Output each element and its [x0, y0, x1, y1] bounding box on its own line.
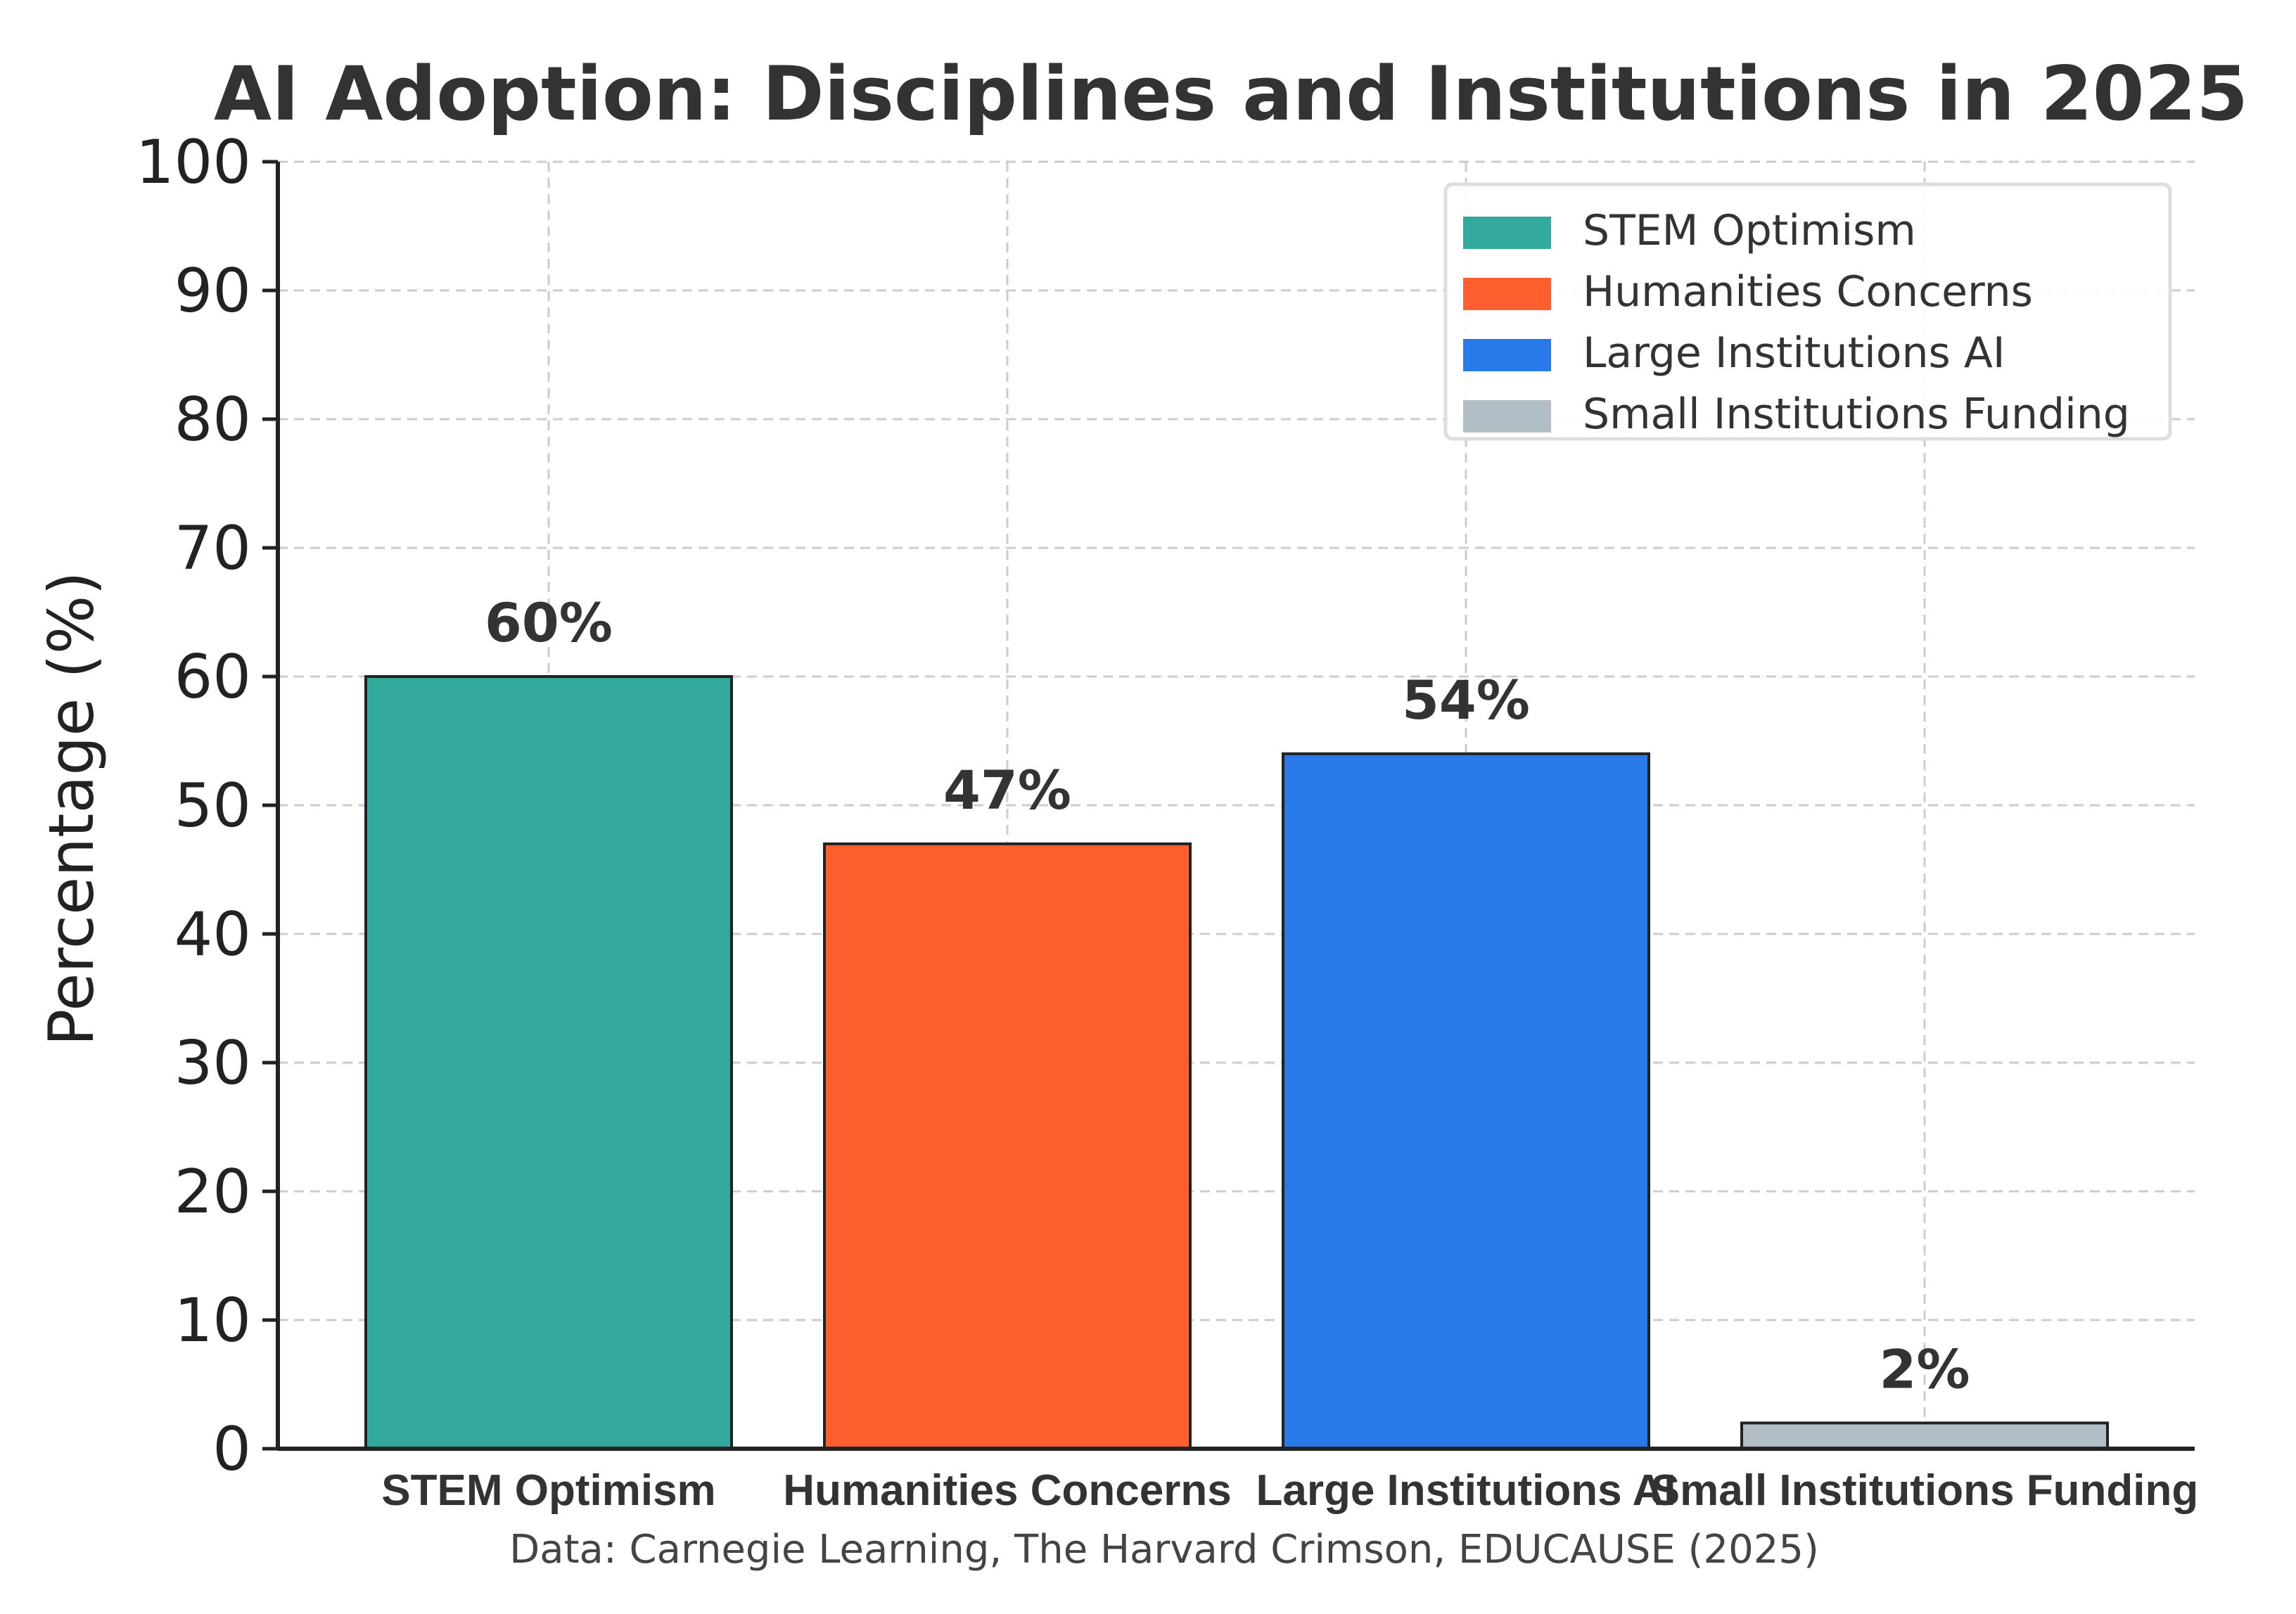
y-tick-label: 50 — [174, 771, 251, 841]
legend-swatch — [1463, 217, 1551, 249]
legend-label: Humanities Concerns — [1583, 267, 2033, 316]
bar — [1740, 1421, 2109, 1451]
legend: STEM Optimism Humanities Concerns Large In… — [1443, 182, 2172, 441]
legend-box — [1443, 182, 2172, 441]
bar — [1282, 752, 1650, 1451]
chart-title: AI Adoption: Disciplines and Institution… — [214, 51, 2248, 137]
legend-swatch — [1463, 400, 1551, 433]
source-note: Data: Carnegie Learning, The Harvard Cri… — [509, 1527, 1819, 1573]
y-tick-label: 60 — [174, 642, 251, 712]
value-labels: 60% 47% 54% 2% — [485, 591, 1970, 1400]
bar — [364, 675, 733, 1450]
y-tick-label: 70 — [174, 513, 251, 584]
legend-swatch — [1463, 339, 1551, 371]
y-tick-label: 80 — [174, 385, 251, 455]
y-tick-label: 20 — [174, 1157, 251, 1227]
x-category-label: Humanities Concerns — [783, 1466, 1231, 1515]
bars — [364, 675, 2109, 1451]
y-tick-labels: 0 10 20 30 40 50 60 70 80 90 100 — [136, 127, 278, 1485]
legend-label: Small Institutions Funding — [1583, 390, 2130, 439]
x-category-labels: STEM Optimism Humanities Concerns Large In… — [381, 1466, 2198, 1515]
y-tick-label: 10 — [174, 1286, 251, 1356]
x-category-label: STEM Optimism — [381, 1466, 715, 1515]
value-label: 2% — [1879, 1338, 1970, 1400]
y-tick-label: 0 — [212, 1414, 251, 1485]
y-axis-label: Percentage (%) — [35, 571, 108, 1046]
legend-label: STEM Optimism — [1583, 206, 1916, 255]
x-category-label: Small Institutions Funding — [1651, 1466, 2198, 1515]
value-label: 54% — [1402, 669, 1530, 731]
legend-label: Large Institutions AI — [1583, 328, 2005, 378]
value-label: 60% — [485, 591, 613, 654]
value-label: 47% — [943, 759, 1071, 821]
y-tick-label: 100 — [136, 127, 251, 198]
y-tick-label: 30 — [174, 1028, 251, 1099]
x-category-label: Large Institutions AI — [1256, 1466, 1676, 1515]
legend-swatch — [1463, 278, 1551, 310]
y-tick-label: 40 — [174, 899, 251, 970]
y-tick-label: 90 — [174, 256, 251, 326]
bar — [823, 842, 1192, 1450]
